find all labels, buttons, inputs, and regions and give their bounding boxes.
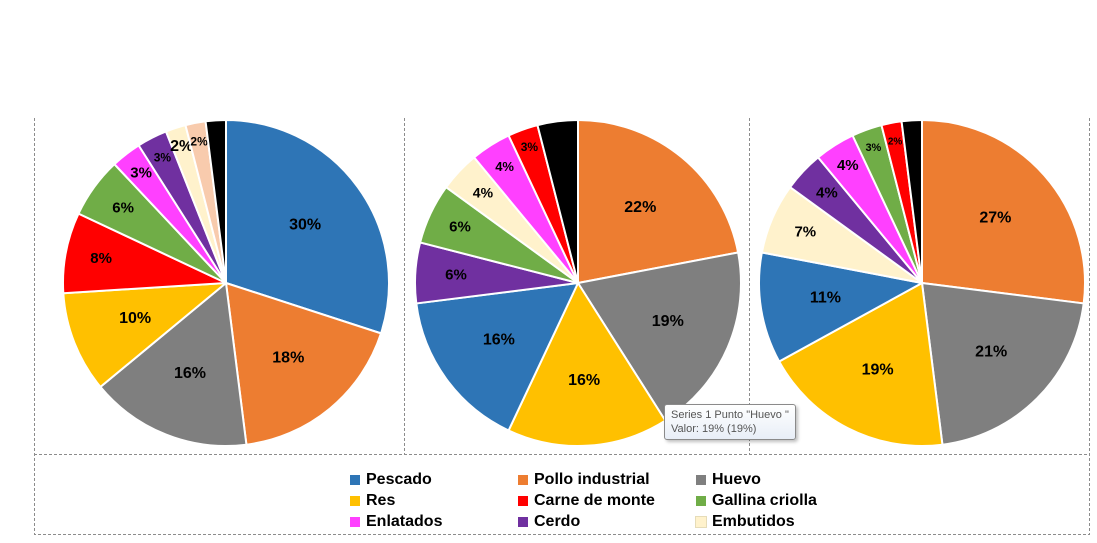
pie-slice-pescado[interactable] xyxy=(758,251,923,363)
legend-label: Cerdo xyxy=(534,513,581,530)
pie-data-label: 16% xyxy=(483,332,515,349)
legend: Pescado Pollo industrial Huevo Res Carne… xyxy=(350,470,836,532)
pie-slice-otro-negro[interactable] xyxy=(204,119,227,284)
legend-item-cerdo[interactable]: Cerdo xyxy=(518,512,696,532)
legend-label: Gallina criolla xyxy=(712,492,817,509)
pie-data-label: 2% xyxy=(170,138,193,155)
pie-chart-1[interactable]: 30%18%16%10%8%6%3%3%2%2% 2% xyxy=(61,119,390,447)
pie-data-label: 4% xyxy=(551,132,570,147)
frame-borders xyxy=(34,118,1090,535)
tooltip-series-line: Series 1 Punto "Huevo " xyxy=(671,409,789,421)
pie-data-label: 4% xyxy=(816,185,838,202)
legend-item-pescado[interactable]: Pescado xyxy=(350,470,518,490)
pie-data-label: 6% xyxy=(112,199,134,216)
pie-data-label: 4% xyxy=(837,157,859,174)
legend-item-huevo[interactable]: Huevo xyxy=(696,470,836,490)
pie-slice-pescado[interactable] xyxy=(415,282,579,432)
legend-item-pollo-industrial[interactable]: Pollo industrial xyxy=(518,470,696,490)
pie-data-label: 7% xyxy=(794,223,816,240)
pie-data-label: 16% xyxy=(568,372,600,389)
pie-data-label: 18% xyxy=(272,350,304,367)
data-point-tooltip: Series 1 Punto "Huevo " Valor: 19% (19%) xyxy=(664,404,796,440)
pie-chart-2[interactable]: 22%19%16%16%6%6%4%4%3%4% xyxy=(414,119,742,448)
pie-slice-huevo[interactable] xyxy=(99,282,248,447)
legend-label: Huevo xyxy=(712,471,761,488)
pie-data-label: 21% xyxy=(975,343,1007,360)
legend-swatch xyxy=(350,496,360,506)
legend-item-gallina-criolla[interactable]: Gallina criolla xyxy=(696,491,836,511)
pie-slice-pollo-industrial[interactable] xyxy=(577,119,740,284)
pie-data-label: 27% xyxy=(979,210,1011,227)
pie-slice-res[interactable] xyxy=(778,282,944,447)
legend-swatch xyxy=(518,496,528,506)
legend-item-embutidos[interactable]: Embutidos xyxy=(695,512,836,532)
pie-data-label: 2% xyxy=(888,137,903,148)
pie-data-label: 3% xyxy=(130,164,152,181)
pie-chart-3[interactable]: 27% 21% 19% 11% 7% 4% 4% 3% 2% 2% xyxy=(758,119,1086,447)
pie-slice-otro-negro[interactable] xyxy=(900,119,923,284)
pie-slice-res[interactable] xyxy=(62,282,227,388)
pie-data-label: 6% xyxy=(445,266,467,283)
pie-slice-pollo-industrial[interactable] xyxy=(921,119,1086,305)
pie-slice-otro-negro[interactable] xyxy=(536,119,579,284)
legend-swatch xyxy=(350,517,360,527)
pie-data-label: 11% xyxy=(810,290,841,307)
pie-data-label: 2% xyxy=(210,134,225,145)
pie-data-label: 3% xyxy=(865,142,881,154)
pie-data-label: 2% xyxy=(905,134,921,146)
tooltip-value-line: Valor: 19% (19%) xyxy=(671,423,757,435)
legend-swatch xyxy=(696,475,706,485)
pie-data-label: 19% xyxy=(652,313,684,330)
pie-slice-res[interactable] xyxy=(507,282,667,448)
pie-data-label: 4% xyxy=(473,184,494,200)
legend-label: Enlatados xyxy=(366,513,443,530)
pie-slice-pescado[interactable] xyxy=(225,119,390,335)
pie-data-label: 3% xyxy=(154,150,172,164)
legend-label: Pescado xyxy=(366,471,432,488)
legend-label: Res xyxy=(366,492,396,509)
legend-label: Embutidos xyxy=(712,513,795,530)
legend-label: Pollo industrial xyxy=(534,471,650,488)
pie-data-label: 22% xyxy=(624,199,656,216)
legend-swatch xyxy=(518,475,528,485)
legend-item-carne-de-monte[interactable]: Carne de monte xyxy=(518,491,696,511)
pie-data-label: 3% xyxy=(521,140,539,154)
pie-data-label: 16% xyxy=(174,365,206,382)
legend-item-res[interactable]: Res xyxy=(350,491,518,511)
pie-data-label: 8% xyxy=(90,250,112,267)
pie-data-label: 2% xyxy=(190,134,208,148)
pie-data-label: 6% xyxy=(449,218,471,235)
legend-swatch xyxy=(350,475,360,485)
legend-swatch xyxy=(518,517,528,527)
pie-data-label: 30% xyxy=(289,217,321,234)
legend-swatch xyxy=(696,496,706,506)
pie-data-label: 4% xyxy=(495,159,514,174)
legend-label: Carne de monte xyxy=(534,492,655,509)
pie-data-label: 19% xyxy=(862,361,894,378)
pie-data-label: 10% xyxy=(119,310,151,327)
legend-item-enlatados[interactable]: Enlatados xyxy=(350,512,518,532)
legend-swatch xyxy=(695,516,707,528)
pie-slice-huevo[interactable] xyxy=(921,282,1085,446)
pie-slice-pollo-industrial[interactable] xyxy=(225,282,383,446)
